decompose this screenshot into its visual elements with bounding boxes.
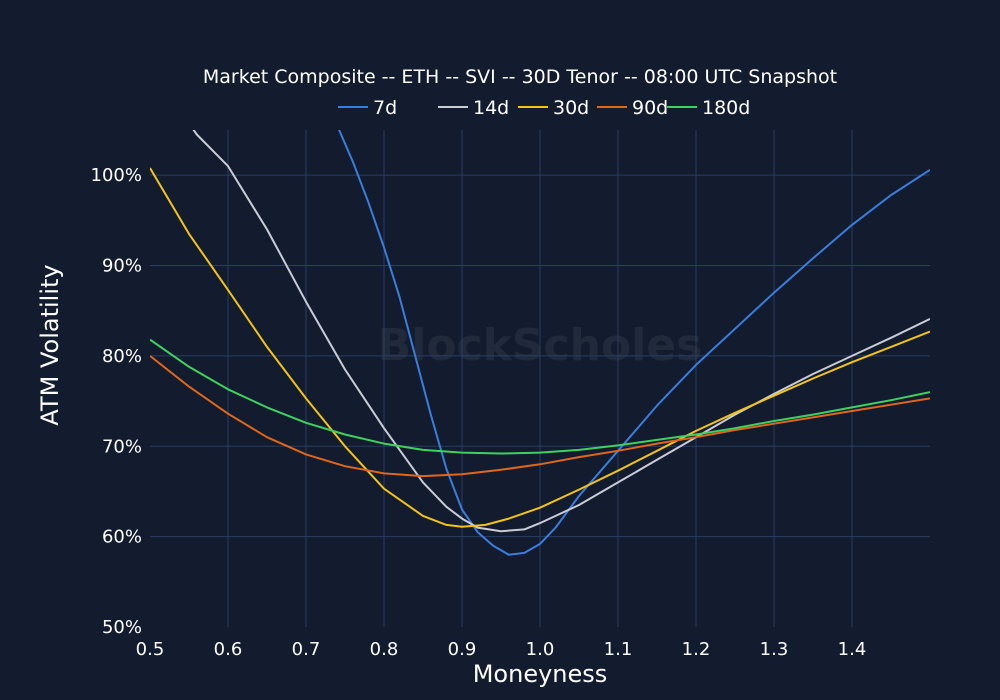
series-line-180d[interactable] [150,338,930,455]
x-tick-label: 0.5 [136,639,165,660]
legend-item-30d[interactable]: 30d [518,97,589,119]
legend-label: 7d [373,97,397,119]
x-tick-label: 0.8 [370,639,399,660]
y-axis-title: ATM Volatility [36,264,64,425]
series-lines [150,85,930,556]
legend-label: 30d [553,97,589,119]
series-line-90d[interactable] [150,355,930,478]
series-line-7d[interactable] [322,85,930,556]
legend-label: 14d [473,97,509,119]
x-tick-label: 1.4 [838,639,867,660]
grid-lines [150,130,930,627]
legend-item-180d[interactable]: 180d [667,97,750,119]
legend-item-14d[interactable]: 14d [438,97,509,119]
x-tick-label: 0.9 [448,639,477,660]
chart-title: Market Composite -- ETH -- SVI -- 30D Te… [203,66,837,88]
series-line-14d[interactable] [181,112,930,533]
y-tick-label: 50% [102,617,142,638]
y-tick-label: 70% [102,436,142,457]
x-tick-label: 1.3 [760,639,789,660]
y-tick-label: 60% [102,527,142,548]
x-tick-label: 1.1 [604,639,633,660]
x-tick-label: 0.6 [214,639,243,660]
x-tick-label: 1.0 [526,639,555,660]
x-tick-label: 1.2 [682,639,711,660]
series-line-30d[interactable] [150,167,930,528]
legend-label: 90d [632,97,668,119]
y-axis-ticks: 50% 60% 70% 80% 90% 100% [91,165,142,638]
legend-item-90d[interactable]: 90d [597,97,668,119]
legend-item-7d[interactable]: 7d [338,97,397,119]
y-tick-label: 80% [102,346,142,367]
legend-label: 180d [702,97,750,119]
y-tick-label: 100% [91,165,142,186]
legend[interactable]: 7d 14d 30d 90d 180d [338,97,750,119]
y-tick-label: 90% [102,256,142,277]
x-axis-ticks: 0.5 0.6 0.7 0.8 0.9 1.0 1.1 1.2 1.3 1.4 [136,639,867,660]
x-tick-label: 0.7 [292,639,321,660]
x-axis-title: Moneyness [473,660,608,688]
